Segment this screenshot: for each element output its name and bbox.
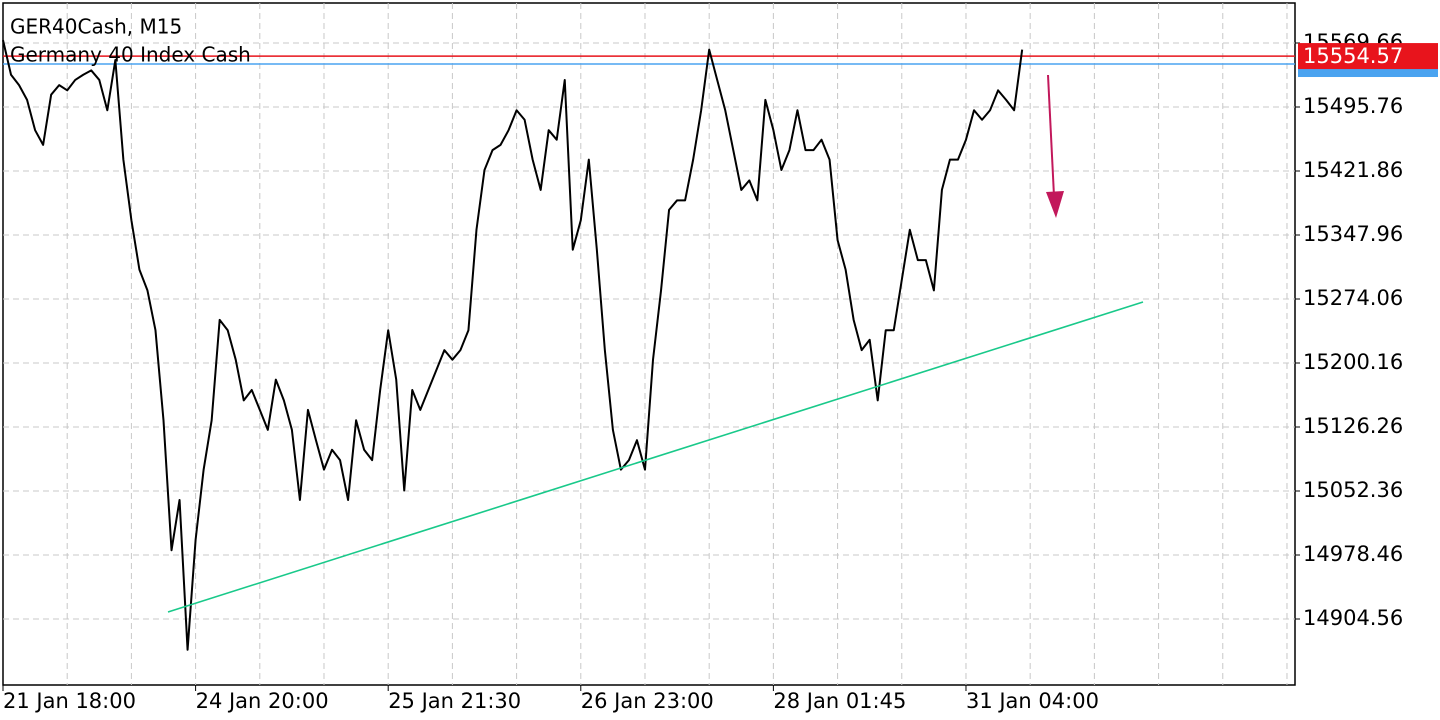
y-tick-label: 15495.76 <box>1303 94 1403 118</box>
y-tick-label: 15200.16 <box>1303 350 1403 374</box>
x-tick-label: 26 Jan 23:00 <box>581 689 714 713</box>
price-line <box>2 39 1024 651</box>
y-tick-label: 15274.06 <box>1303 286 1403 310</box>
y-tick-label: 15052.36 <box>1303 478 1403 502</box>
arrow-shaft <box>1047 74 1055 197</box>
x-tick-label: 28 Jan 01:45 <box>773 689 906 713</box>
grid <box>3 3 1295 685</box>
chart-title: GER40Cash, M15 <box>10 15 182 39</box>
plot <box>2 39 1024 651</box>
x-tick-label: 31 Jan 04:00 <box>966 689 1099 713</box>
x-tick-label: 24 Jan 20:00 <box>196 689 329 713</box>
chart-subtitle: Germany 40 Index Cash <box>10 43 251 67</box>
arrow-head <box>1046 191 1064 218</box>
axes: 14904.56 14978.46 15052.36 15126.26 15200.16… <box>2 30 1438 713</box>
y-tick-label: 15126.26 <box>1303 414 1403 438</box>
x-tick-label: 21 Jan 18:00 <box>3 689 136 713</box>
price-level-label: 15554.57 <box>1303 44 1403 68</box>
x-tick-label: 25 Jan 21:30 <box>388 689 521 713</box>
plot-frame <box>2 2 1296 686</box>
y-tick-label: 14904.56 <box>1303 606 1403 630</box>
trend-line <box>167 301 1144 613</box>
y-tick-label: 15421.86 <box>1303 158 1403 182</box>
y-tick-label: 14978.46 <box>1303 542 1403 566</box>
y-tick-label: 15347.96 <box>1303 222 1403 246</box>
price-levels <box>3 55 1295 65</box>
price-level-box <box>1298 43 1438 70</box>
